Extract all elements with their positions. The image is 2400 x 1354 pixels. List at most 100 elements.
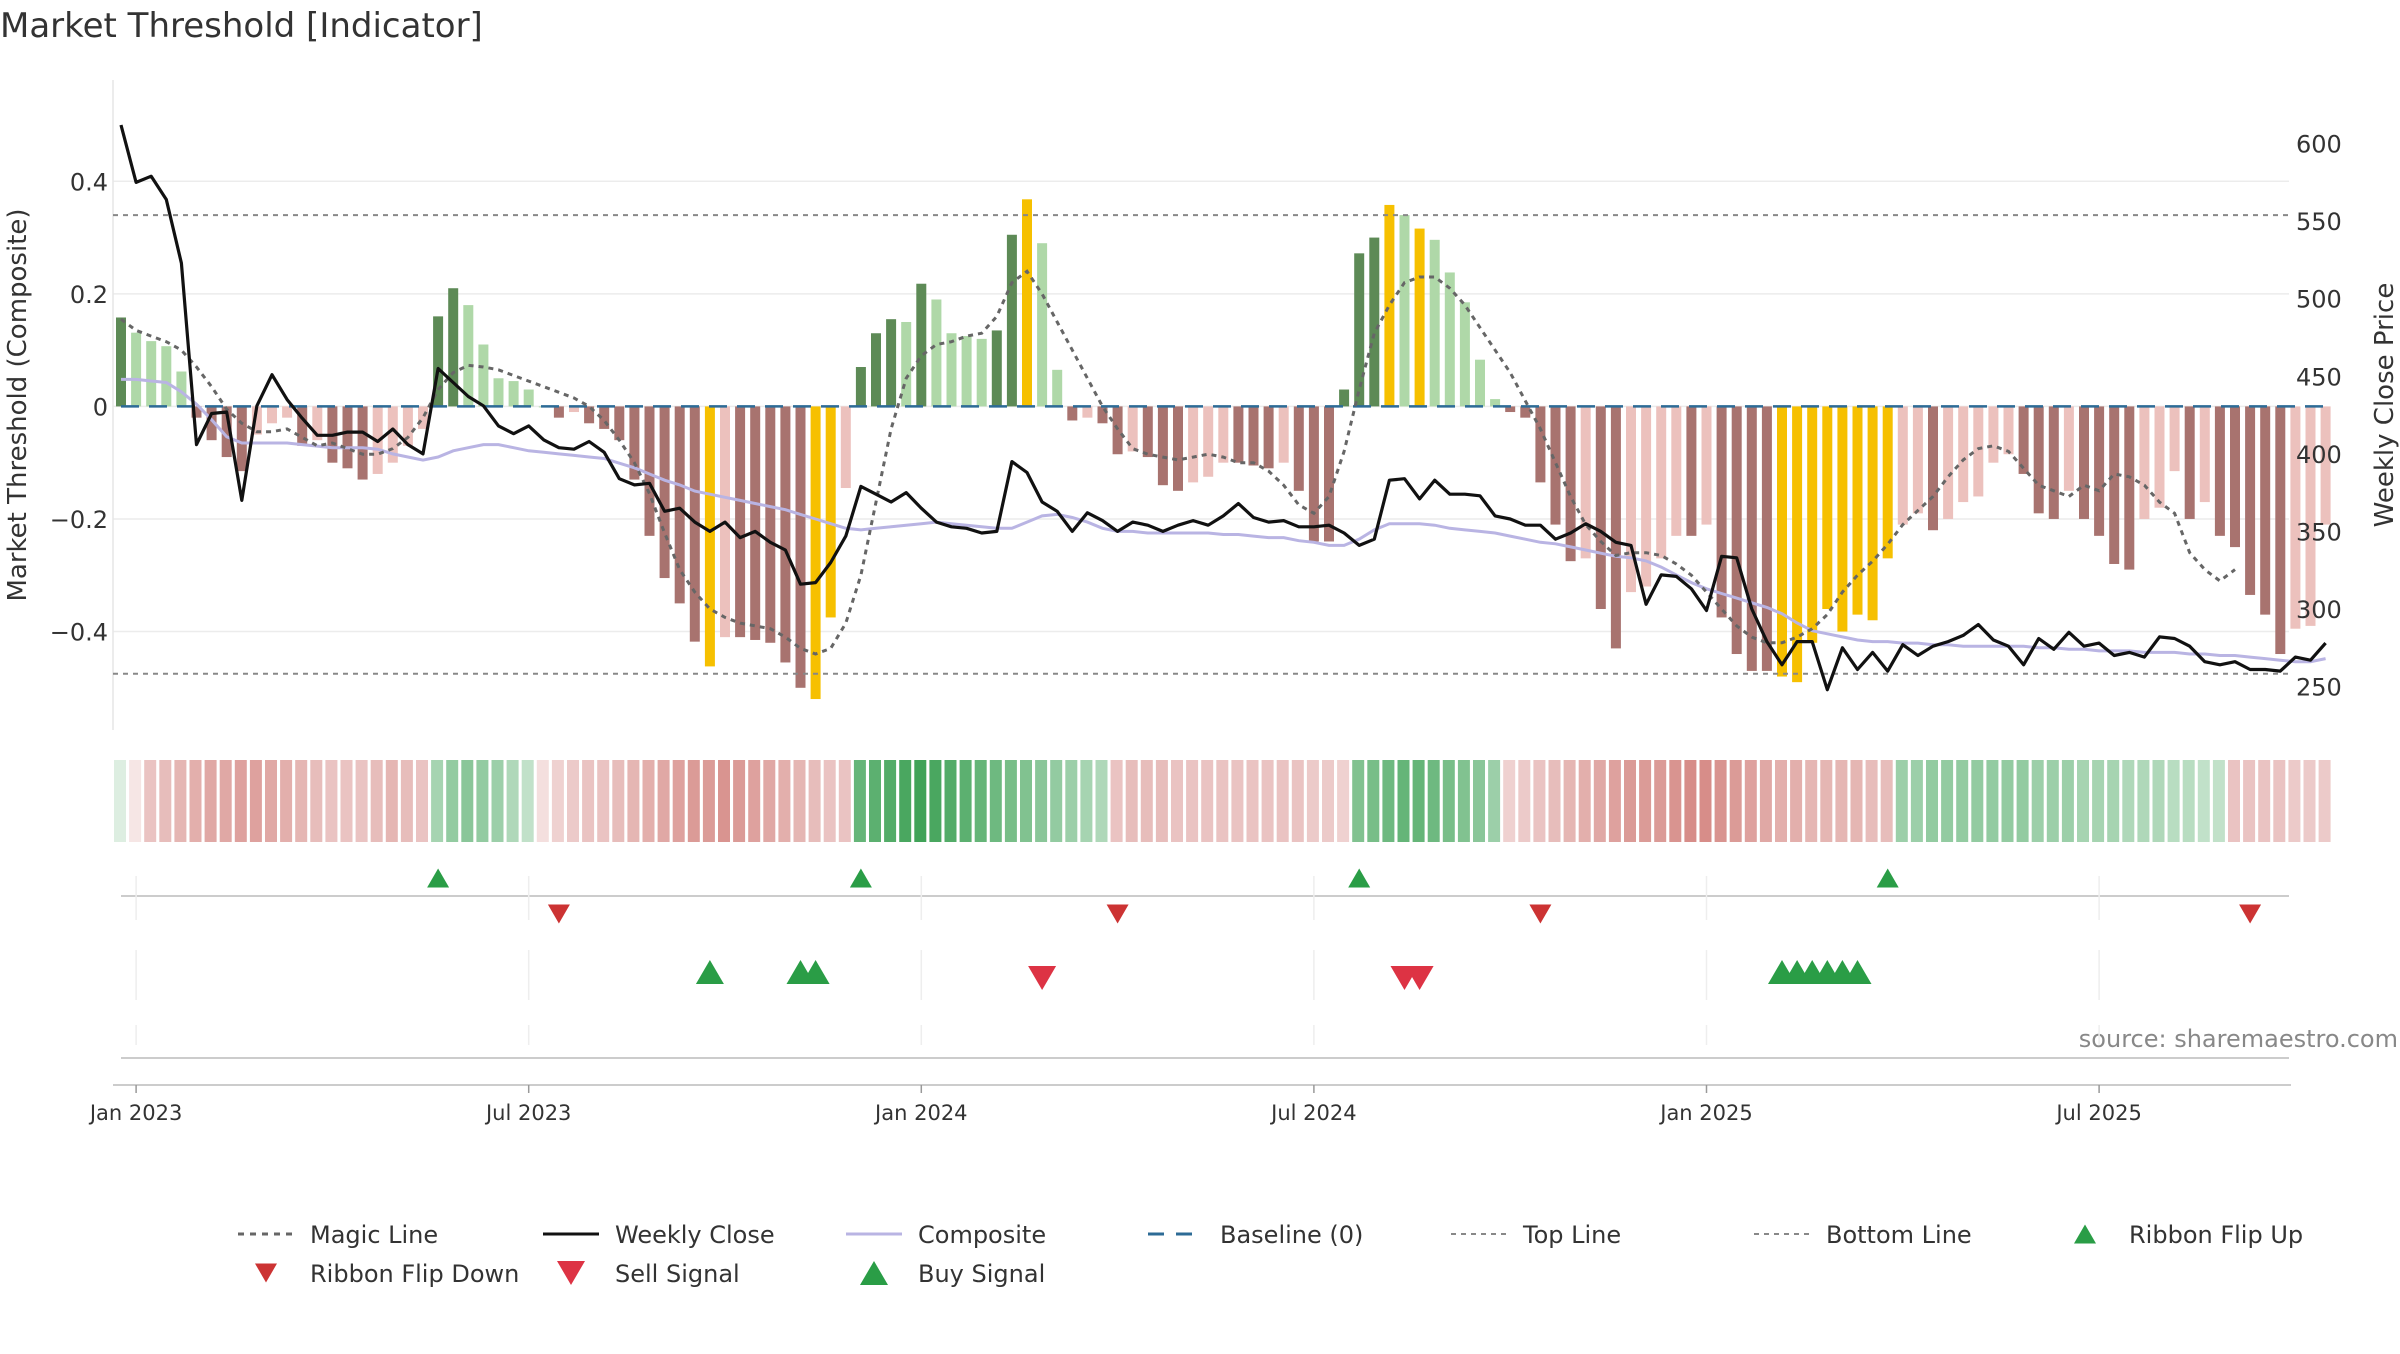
- composite-bar: [1339, 389, 1350, 407]
- lines-layer: [113, 124, 2327, 692]
- ribbon-cell: [1865, 760, 1878, 842]
- ribbon-cell: [1699, 760, 1712, 842]
- ribbon-cell: [1775, 760, 1787, 842]
- y-left-tick-label: 0: [93, 393, 108, 421]
- composite-bar: [1354, 253, 1365, 407]
- composite-bar: [236, 406, 247, 472]
- composite-bar: [2169, 406, 2180, 472]
- composite-bar: [1610, 406, 1621, 649]
- source-note: source: sharemaestro.com: [2079, 1025, 2398, 1053]
- ribbon-cell: [1442, 760, 1455, 842]
- legend-label: Buy Signal: [918, 1260, 1045, 1288]
- composite-bar: [991, 330, 1002, 407]
- ribbon-cell: [884, 760, 897, 842]
- ribbon-cell: [2137, 760, 2150, 842]
- ribbon-cell: [1790, 760, 1803, 842]
- composite-bar: [584, 406, 595, 424]
- composite-bar: [1595, 406, 1606, 610]
- signal-row: [695, 959, 1872, 991]
- composite-bar: [1233, 406, 1244, 463]
- composite-bar: [629, 406, 640, 480]
- composite-bar: [2033, 406, 2044, 514]
- ribbon-cell: [763, 760, 776, 842]
- composite-bar: [1792, 406, 1803, 683]
- composite-bar: [976, 338, 987, 407]
- composite-bar: [1475, 359, 1485, 407]
- composite-bar: [674, 406, 685, 604]
- ribbon-cell: [1744, 760, 1757, 842]
- composite-bar: [2139, 406, 2150, 519]
- ribbon-cell: [2031, 760, 2044, 842]
- ribbon-cell: [2318, 760, 2331, 842]
- ribbon-cell: [204, 760, 217, 842]
- ribbon-cell: [1427, 760, 1440, 842]
- ribbon-cell: [144, 760, 157, 842]
- legend-item-buy: Buy Signal: [860, 1260, 1045, 1288]
- ribbon-cell: [687, 760, 700, 842]
- ribbon-cell: [249, 760, 262, 842]
- composite-bar: [1263, 406, 1274, 469]
- ribbon-cell: [1261, 760, 1274, 842]
- composite-bar: [402, 406, 413, 446]
- composite-bar: [221, 406, 232, 458]
- composite-bar: [780, 406, 791, 663]
- ribbon-cell: [1337, 760, 1350, 842]
- ribbon-cell: [853, 760, 866, 842]
- ribbon-cell: [1805, 760, 1818, 842]
- composite-bar: [2018, 406, 2029, 474]
- composite-bar: [1565, 406, 1576, 562]
- composite-bar: [1837, 406, 1848, 632]
- ribbon-cell: [521, 760, 534, 842]
- ribbon-cell: [1986, 760, 1999, 842]
- composite-bar: [1822, 406, 1833, 610]
- ribbon-cell: [2258, 760, 2271, 842]
- composite-bar: [1248, 406, 1259, 466]
- buy-signal-marker: [695, 959, 724, 985]
- ribbon-cell: [672, 760, 685, 842]
- ribbon-cell: [416, 760, 428, 842]
- composite-bar: [2199, 406, 2210, 503]
- ribbon-cell: [1397, 760, 1410, 842]
- composite-bar: [2184, 406, 2195, 519]
- composite-bar: [961, 336, 972, 407]
- ribbon-cell: [612, 760, 625, 842]
- sell-signal-marker: [1028, 965, 1057, 991]
- composite-bar: [1142, 406, 1153, 458]
- ribbon-cell: [431, 760, 444, 842]
- buy-signal-marker: [1843, 959, 1872, 985]
- composite-bar: [2109, 406, 2120, 564]
- ribbon-cell: [1382, 760, 1395, 842]
- ribbon-flip-up-marker: [427, 868, 450, 888]
- legend-label: Baseline (0): [1220, 1221, 1363, 1249]
- composite-bar: [1641, 406, 1652, 587]
- legend-label: Top Line: [1522, 1221, 1621, 1249]
- ribbon-cell: [1563, 760, 1576, 842]
- composite-bar: [1958, 406, 1969, 503]
- ribbon-cell: [1910, 760, 1923, 842]
- composite-bar: [795, 406, 806, 688]
- ribbon-cell: [778, 760, 791, 842]
- composite-bar: [840, 406, 851, 489]
- composite-bar: [267, 406, 277, 424]
- ribbon-cell: [1216, 760, 1229, 842]
- composite-bar: [916, 283, 927, 407]
- legend-label: Ribbon Flip Up: [2129, 1221, 2303, 1249]
- composite-bar: [901, 321, 912, 407]
- composite-bar: [1112, 406, 1123, 455]
- ribbon-cell: [1050, 760, 1063, 842]
- legend-label: Composite: [918, 1221, 1046, 1249]
- composite-bar: [1006, 234, 1017, 407]
- ribbon-cell: [733, 760, 746, 842]
- y-right-tick-label: 350: [2296, 518, 2342, 546]
- ribbon-cell: [1639, 760, 1652, 842]
- ribbon-cell: [582, 760, 595, 842]
- ribbon-cell: [1201, 760, 1214, 842]
- ribbon-cell: [1125, 760, 1138, 842]
- composite-bar: [2260, 406, 2271, 615]
- composite-bar: [750, 406, 761, 640]
- composite-bar: [2063, 406, 2074, 491]
- ribbon-cell: [2303, 760, 2316, 842]
- ribbon-cell: [1020, 760, 1032, 842]
- ribbon-cell: [959, 760, 972, 842]
